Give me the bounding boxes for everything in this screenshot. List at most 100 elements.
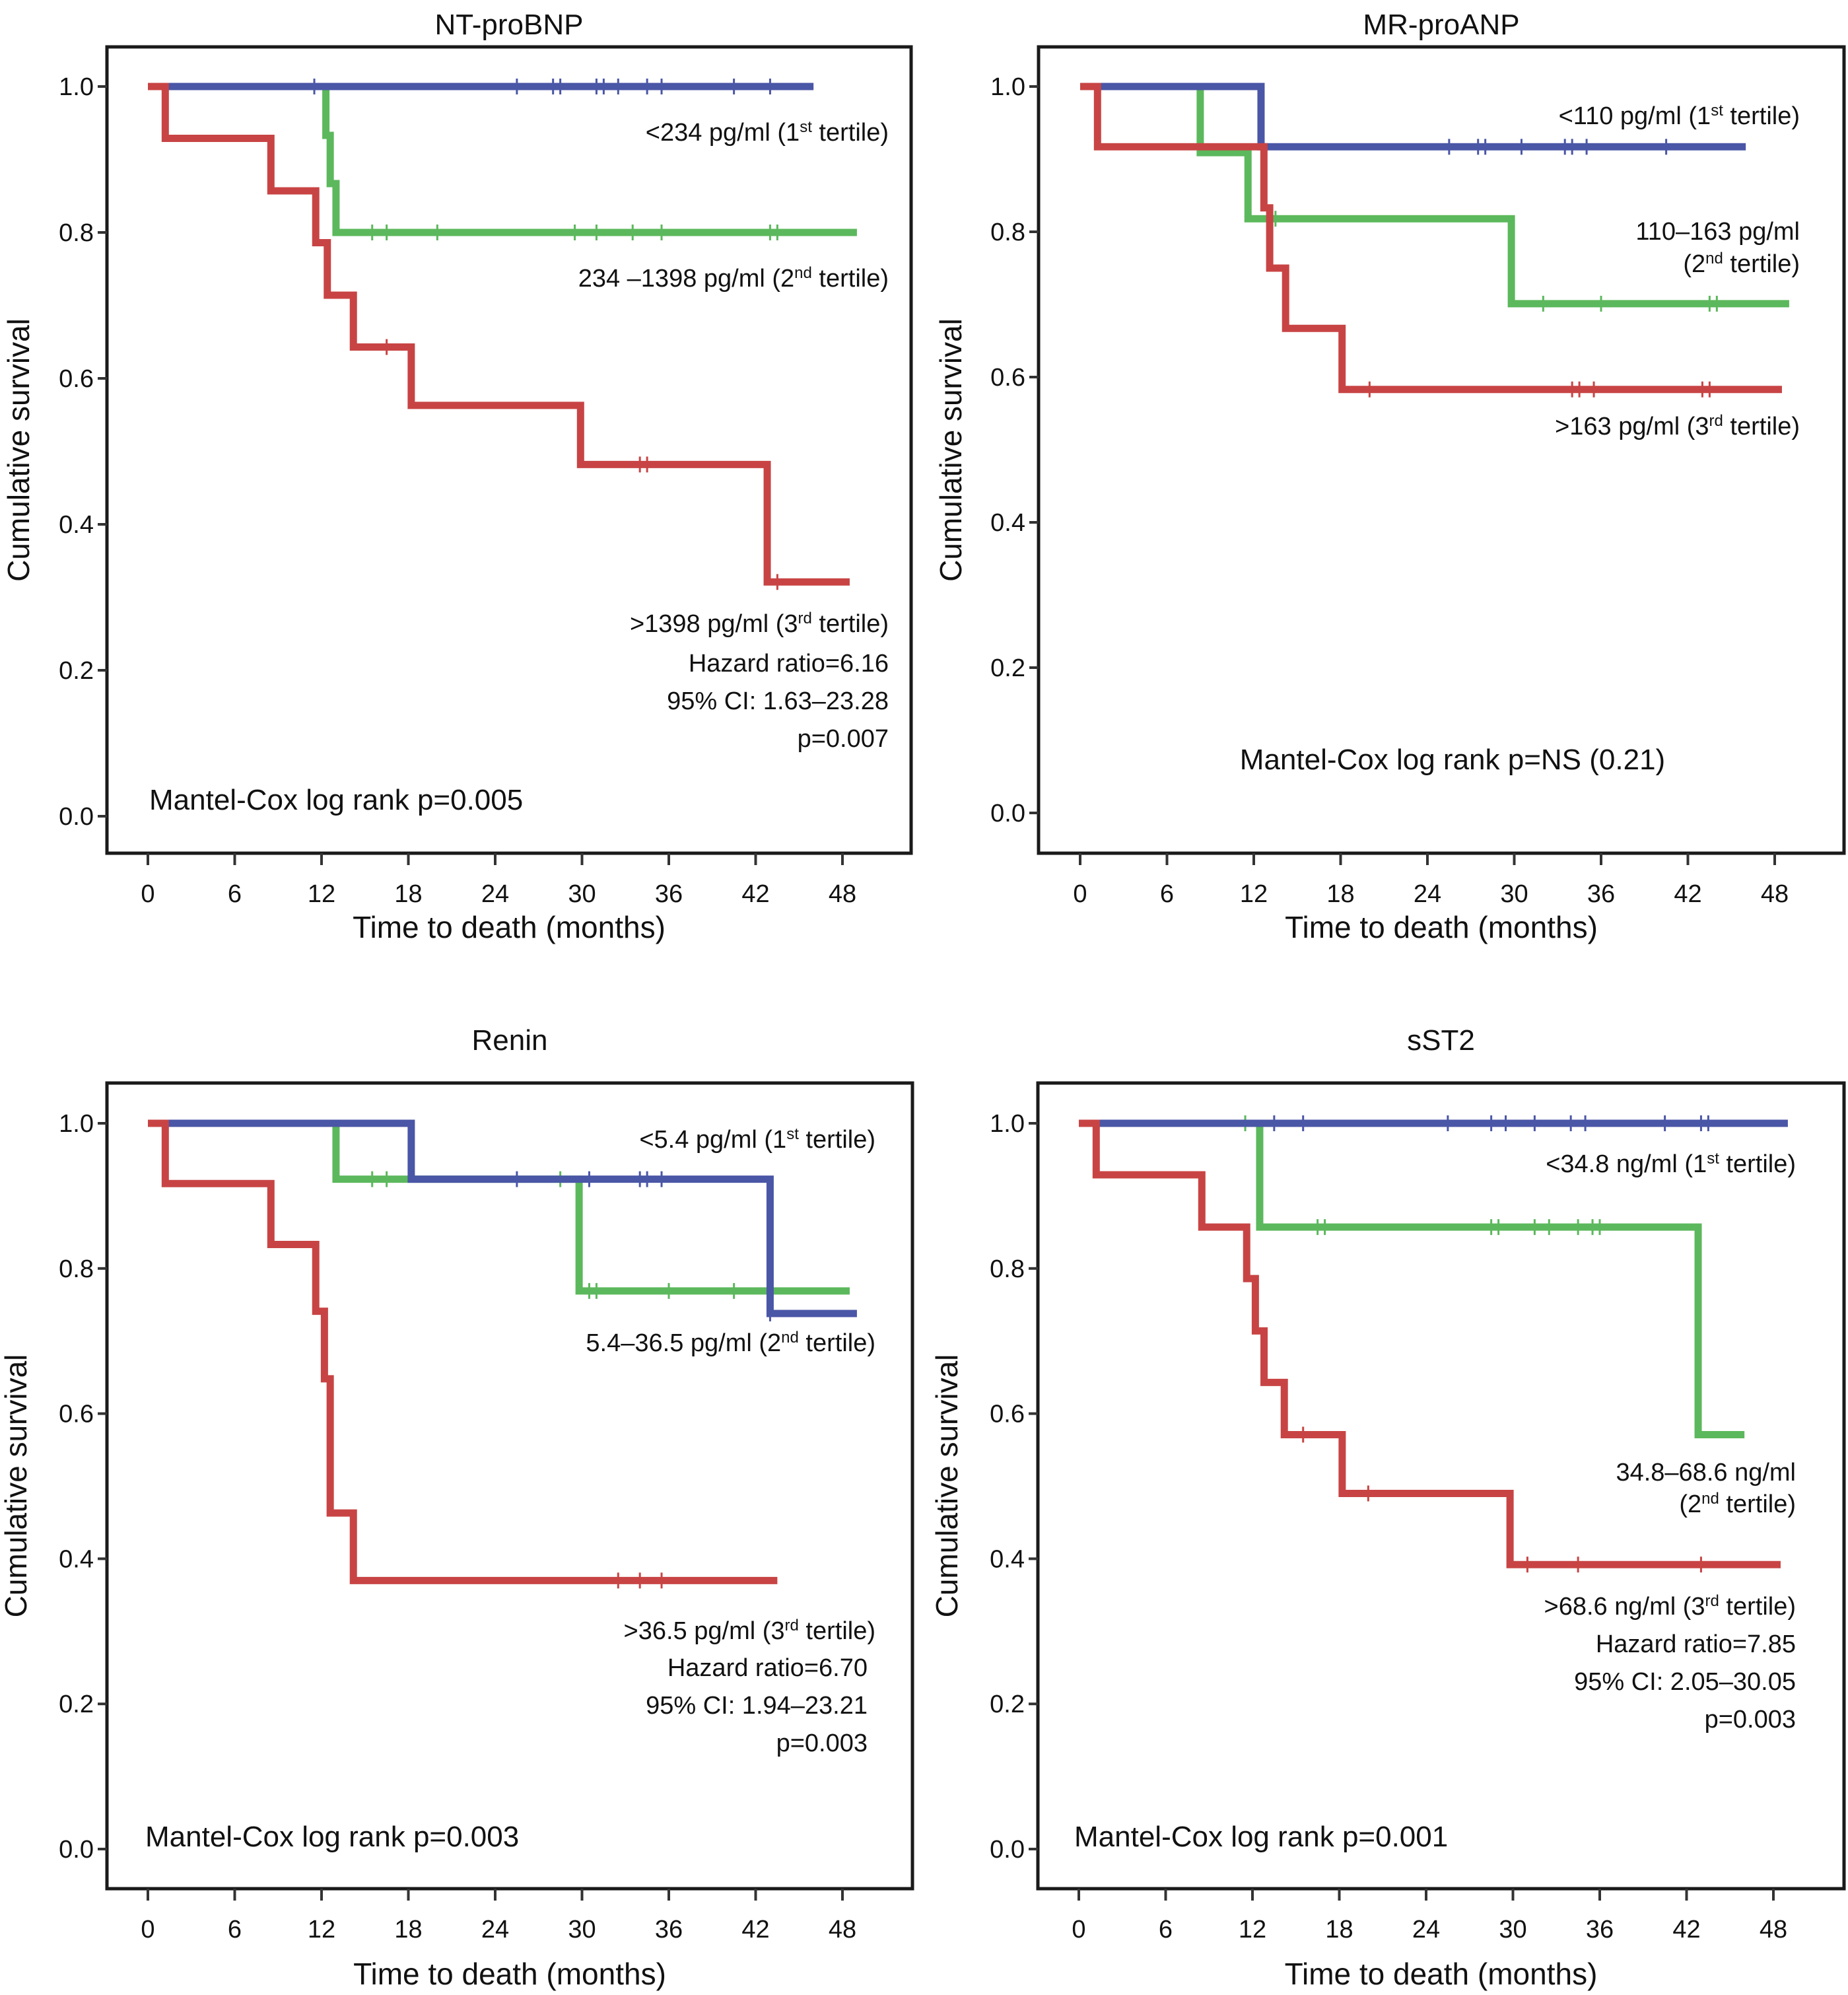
y-tick-label: 0.4 bbox=[59, 1545, 94, 1573]
logrank-annotation: Mantel-Cox log rank p=0.001 bbox=[1074, 1821, 1448, 1853]
x-tick-label: 36 bbox=[1586, 1916, 1614, 1943]
x-tick-label: 18 bbox=[1325, 1916, 1353, 1943]
survival-curve-tertile-1 bbox=[1080, 83, 1746, 151]
hazard-stats-line: p=0.003 bbox=[776, 1730, 868, 1757]
plot-frame bbox=[105, 45, 913, 855]
series-label-tertile-3: >1398 pg/ml (3rd tertile) bbox=[630, 610, 889, 639]
series-label-tertile-3: >68.6 ng/ml (3rd tertile) bbox=[1544, 1592, 1796, 1621]
chart-title: NT-proBNP bbox=[435, 9, 584, 41]
hazard-stats-line: Hazard ratio=6.70 bbox=[667, 1654, 868, 1682]
y-tick-label: 1.0 bbox=[59, 73, 94, 101]
x-tick-label: 48 bbox=[829, 1916, 856, 1943]
series-label-tertile-2: 5.4–36.5 pg/ml (2nd tertile) bbox=[586, 1329, 875, 1358]
x-tick-label: 30 bbox=[1499, 1916, 1526, 1943]
plot-frame bbox=[1037, 45, 1846, 855]
survival-curve-tertile-2 bbox=[148, 83, 857, 236]
hazard-stats-line: p=0.003 bbox=[1705, 1706, 1796, 1733]
x-tick-label: 0 bbox=[141, 880, 154, 908]
x-tick-label: 36 bbox=[655, 880, 683, 908]
y-axis-label: Cumulative survival bbox=[1, 318, 36, 582]
y-tick-label: 0.2 bbox=[990, 654, 1025, 682]
y-tick-label: 0.4 bbox=[990, 509, 1025, 537]
plot-frame bbox=[105, 1081, 914, 1891]
y-tick-label: 0.0 bbox=[990, 1836, 1025, 1864]
x-tick-label: 48 bbox=[1760, 1916, 1787, 1943]
series-label-tertile-3: >36.5 pg/ml (3rd tertile) bbox=[624, 1617, 875, 1646]
x-tick-label: 0 bbox=[1072, 1916, 1085, 1943]
x-tick-label: 6 bbox=[1159, 1916, 1173, 1943]
x-tick-label: 48 bbox=[1761, 880, 1789, 908]
series-label-tertile-1: <234 pg/ml (1st tertile) bbox=[646, 118, 889, 147]
hazard-stats-line: 95% CI: 1.63–23.28 bbox=[667, 687, 889, 715]
y-tick-label: 0.8 bbox=[59, 1255, 94, 1283]
km-panel-renin: Renin 0.0 0.2 0.4 0.6 0.8 1.0 0 6 12 18 24 30 36 42 48 T… bbox=[0, 1024, 914, 1991]
x-tick-label: 18 bbox=[394, 880, 422, 908]
y-tick-label: 0.0 bbox=[59, 803, 94, 831]
x-tick-label: 36 bbox=[655, 1916, 683, 1943]
series-label-tertile-3: >163 pg/ml (3rd tertile) bbox=[1555, 412, 1800, 441]
chart-title: MR-proANP bbox=[1363, 9, 1519, 41]
x-axis-label: Time to death (months) bbox=[1285, 910, 1598, 944]
hazard-stats-line: Hazard ratio=7.85 bbox=[1596, 1630, 1796, 1658]
x-tick-label: 48 bbox=[829, 880, 856, 908]
survival-curve-tertile-3 bbox=[148, 83, 850, 586]
hazard-stats-line: Hazard ratio=6.16 bbox=[689, 650, 889, 678]
series-label-tertile-1: <110 pg/ml (1st tertile) bbox=[1559, 102, 1800, 131]
survival-curve-tertile-1 bbox=[148, 1119, 857, 1317]
km-panel-mr-proanp: MR-proANP 0.0 0.2 0.4 0.6 0.8 1.0 0 6 12 18 24 30 36 4… bbox=[934, 9, 1846, 944]
series-label-tertile-2: 34.8–68.6 ng/ml bbox=[1616, 1459, 1796, 1487]
x-tick-label: 12 bbox=[308, 880, 335, 908]
series-label-tertile-1: <34.8 ng/ml (1st tertile) bbox=[1546, 1150, 1796, 1179]
hazard-stats-line: 95% CI: 2.05–30.05 bbox=[1574, 1668, 1796, 1696]
y-axis-label: Cumulative survival bbox=[930, 1354, 964, 1618]
y-tick-label: 1.0 bbox=[990, 73, 1025, 101]
series-label-tertile-1: <5.4 pg/ml (1st tertile) bbox=[639, 1125, 875, 1154]
series-label-tertile-2: 234 –1398 pg/ml (2nd tertile) bbox=[578, 264, 889, 293]
x-tick-label: 0 bbox=[141, 1916, 154, 1943]
y-tick-label: 0.4 bbox=[59, 511, 94, 539]
x-tick-label: 36 bbox=[1587, 880, 1615, 908]
hazard-stats-line: 95% CI: 1.94–23.21 bbox=[646, 1692, 868, 1720]
x-tick-label: 30 bbox=[1500, 880, 1528, 908]
y-tick-label: 0.8 bbox=[990, 219, 1025, 246]
x-tick-label: 42 bbox=[1672, 1916, 1700, 1943]
x-tick-label: 42 bbox=[1674, 880, 1701, 908]
y-tick-label: 0.2 bbox=[990, 1691, 1025, 1718]
logrank-annotation: Mantel-Cox log rank p=NS (0.21) bbox=[1240, 744, 1665, 776]
x-tick-label: 6 bbox=[1160, 880, 1174, 908]
survival-curve-tertile-3 bbox=[148, 1119, 778, 1584]
x-tick-label: 24 bbox=[481, 880, 509, 908]
y-tick-label: 0.6 bbox=[990, 1401, 1025, 1428]
survival-curve-tertile-2 bbox=[1080, 83, 1789, 308]
series-label-tertile-2-line2: (2nd tertile) bbox=[1679, 1490, 1796, 1519]
y-tick-label: 0.6 bbox=[990, 364, 1025, 392]
logrank-annotation: Mantel-Cox log rank p=0.003 bbox=[145, 1821, 519, 1853]
survival-curve-tertile-3 bbox=[1080, 83, 1782, 394]
y-tick-label: 0.8 bbox=[59, 219, 94, 247]
x-tick-label: 24 bbox=[481, 1916, 509, 1943]
chart-title: sST2 bbox=[1407, 1024, 1475, 1057]
y-tick-label: 0.6 bbox=[59, 365, 94, 393]
x-tick-label: 18 bbox=[394, 1916, 422, 1943]
plot-frame bbox=[1036, 1081, 1846, 1891]
y-tick-label: 0.8 bbox=[990, 1255, 1025, 1283]
x-axis-label: Time to death (months) bbox=[1285, 1957, 1598, 1991]
km-panel-nt-probnp: NT-proBNP 0.0 0.2 0.4 0.6 0.8 1.0 0 6 12 18 24 30 36 4… bbox=[1, 9, 913, 944]
x-tick-label: 12 bbox=[1240, 880, 1268, 908]
y-tick-label: 0.0 bbox=[990, 800, 1025, 827]
hazard-stats-line: p=0.007 bbox=[798, 725, 889, 753]
x-tick-label: 30 bbox=[568, 880, 596, 908]
chart-title: Renin bbox=[472, 1024, 548, 1057]
x-axis-label: Time to death (months) bbox=[353, 1957, 666, 1991]
y-axis-label: Cumulative survival bbox=[0, 1354, 33, 1618]
km-panel-sst2: sST2 0.0 0.2 0.4 0.6 0.8 1.0 0 6 12 18 24 30 36 42 48 Ti… bbox=[930, 1024, 1846, 1991]
logrank-annotation: Mantel-Cox log rank p=0.005 bbox=[149, 784, 523, 816]
x-tick-label: 42 bbox=[741, 880, 769, 908]
x-tick-label: 12 bbox=[1239, 1916, 1266, 1943]
x-tick-label: 6 bbox=[228, 880, 242, 908]
x-tick-label: 24 bbox=[1412, 1916, 1440, 1943]
y-axis-label: Cumulative survival bbox=[934, 318, 968, 582]
y-tick-label: 0.2 bbox=[59, 657, 94, 685]
y-tick-label: 0.6 bbox=[59, 1401, 94, 1428]
